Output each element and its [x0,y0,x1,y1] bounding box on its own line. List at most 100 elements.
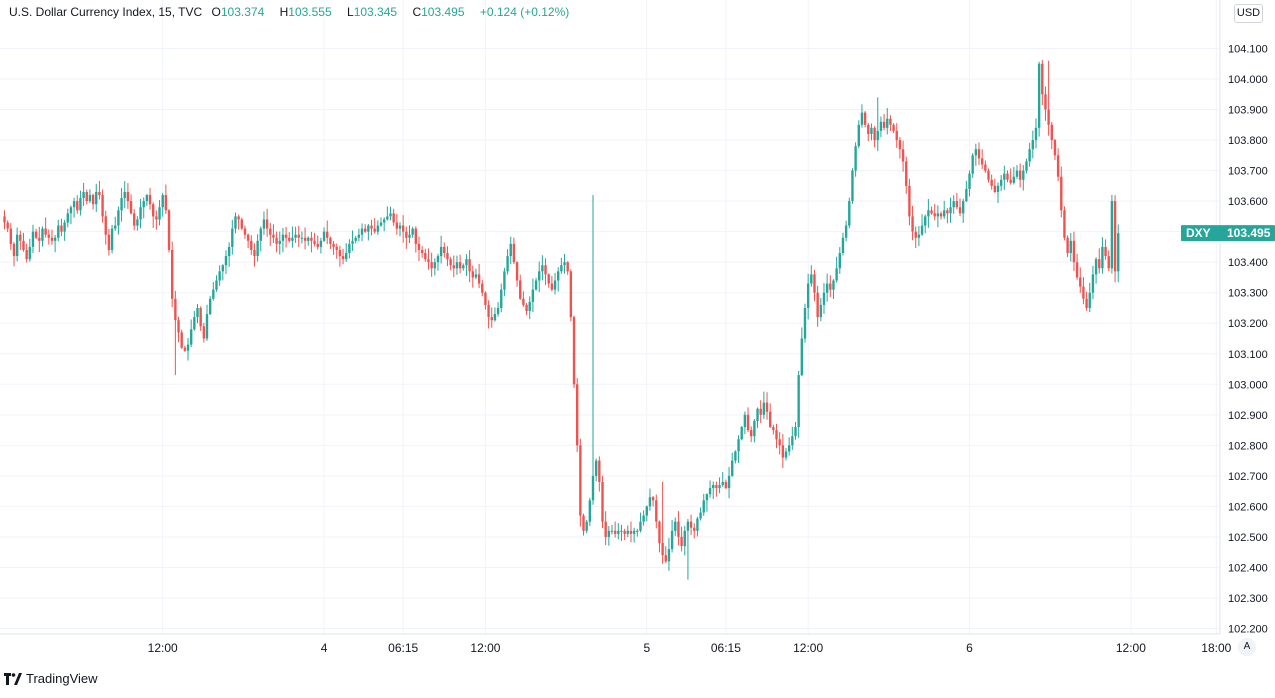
candle-body [620,530,623,532]
candle-body [1113,201,1117,272]
candle-body [721,481,724,486]
candle-body [553,280,557,290]
candle-body [462,265,465,269]
candle-body [376,225,380,232]
candle-body [512,243,516,263]
candle-body [920,225,924,235]
candle-body [1018,170,1022,180]
candle-body [297,234,300,238]
candle-body [560,265,563,272]
candle-body [322,231,326,241]
candle-body [705,494,709,501]
candle-body [667,549,671,562]
legend-open-label: O [211,5,221,19]
candle-body [1091,274,1095,293]
candle-body [623,530,626,534]
candle-body [1072,240,1076,263]
y-tick-label: 102.700 [1228,471,1268,483]
candle-body [477,274,481,284]
candle-body [588,500,592,522]
candle-body [196,307,199,318]
candle-body [212,289,215,299]
y-tick-label: 103.100 [1228,349,1268,361]
candle-body [958,207,962,214]
candle-body [117,210,120,226]
candle-body [1034,127,1038,141]
candle-body [202,326,206,339]
candle-body [76,201,79,211]
candle-body [506,256,509,272]
candle-body [326,231,329,238]
candle-body [740,427,743,440]
candle-body [664,555,667,562]
candle-body [253,249,256,257]
candle-body [161,195,164,208]
candle-body [781,445,785,458]
candle-body [841,237,845,254]
candle-body [123,191,126,199]
currency-button[interactable]: USD [1234,4,1263,23]
candle-body [778,439,781,446]
candle-body [221,265,225,272]
candle-body [335,246,338,250]
candle-body [607,530,611,537]
candle-body [88,195,92,202]
candle-body [136,219,139,226]
candle-body [1082,286,1085,299]
candle-body [79,198,82,211]
candle-body [544,265,547,275]
candle-body [411,228,414,235]
candle-body [398,225,402,229]
candle-body [82,191,85,199]
candle-body [208,298,212,315]
candle-body [354,237,357,241]
candle-body [731,460,734,476]
candle-body [936,213,940,217]
candle-body [443,246,446,254]
legend-symbol-name[interactable]: U.S. Dollar Currency Index, 15, TVC [9,5,203,19]
candle-body [458,262,462,269]
auto-scale-button[interactable]: A [1238,638,1256,656]
candle-body [348,243,351,254]
x-tick-label: 12:00 [1116,641,1146,655]
candle-body [582,515,585,531]
candle-body [107,234,111,250]
candle-body [1028,149,1031,162]
candle-body [177,320,180,333]
candle-body [246,234,250,241]
candle-body [341,256,345,260]
candle-body [977,149,981,159]
candle-body [319,240,323,247]
candle-body [813,274,816,293]
candle-body [1056,155,1060,177]
candle-body [601,481,604,522]
legend-open-value: 103.374 [220,5,265,19]
candle-body [1098,259,1101,269]
y-tick-label: 103.700 [1228,166,1268,178]
candle-body [60,225,63,232]
candle-body [474,274,478,278]
candle-body [791,436,794,446]
candle-body [1117,233,1120,272]
candle-body [566,262,569,272]
candle-body [661,543,664,556]
candle-body [133,213,136,226]
candle-body [987,170,990,180]
candle-body [746,414,750,431]
candle-body [579,445,582,516]
candle-body [683,530,686,547]
candle-body [281,234,285,241]
candle-body [193,317,196,330]
candle-body [155,216,158,220]
tradingview-brand[interactable]: TradingView [4,671,98,686]
candle-body [753,420,756,437]
legend-open: O103.374 [212,5,271,19]
y-tick-label: 103.600 [1228,196,1268,208]
x-tick-label: 06:15 [711,641,741,655]
candle-body [424,253,427,260]
x-tick-label: 12:00 [148,641,178,655]
candle-body [949,207,952,214]
candle-body [803,307,807,339]
